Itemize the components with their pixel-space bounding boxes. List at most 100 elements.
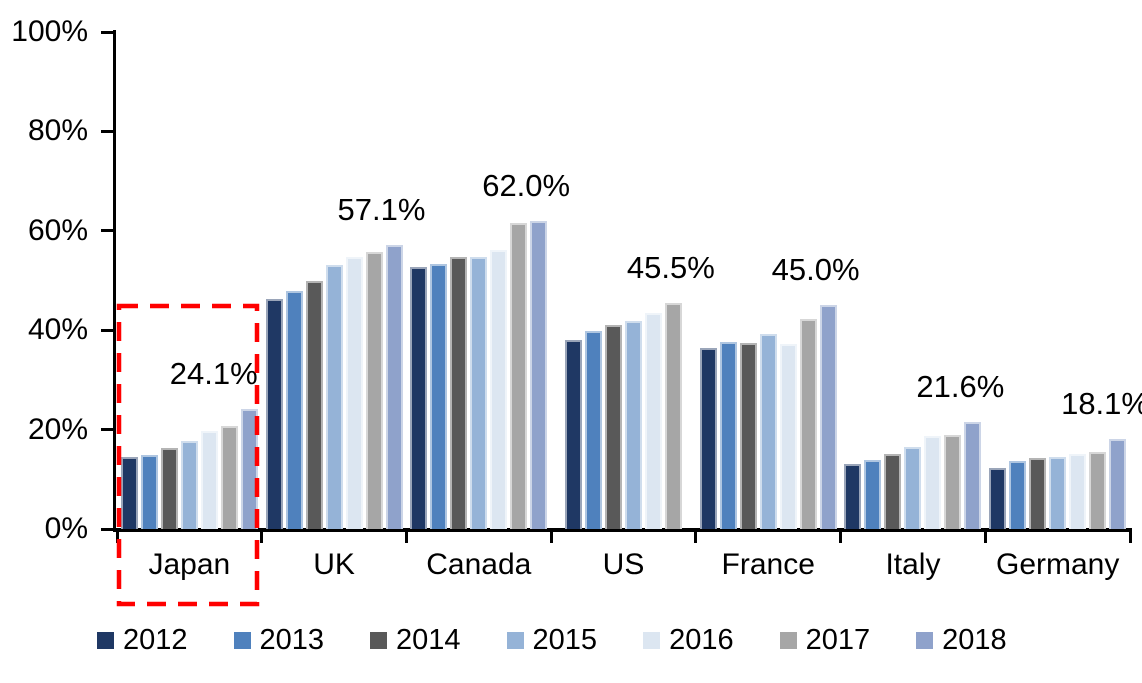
category-group-canada: 62.0% Canada [406,32,570,580]
bar-uk-2017 [365,251,383,529]
bar-france-2013 [719,342,737,529]
bar-us-2012 [565,339,583,529]
legend-item-2014: 2014 [370,626,461,655]
y-tick-label: 40% [27,313,88,347]
bar-italy-2016 [924,436,942,529]
bar-italy-2015 [904,446,922,529]
x-axis-label-france: France [721,548,815,581]
y-tick-label: 60% [27,213,88,247]
bar-japan-2013 [140,455,158,529]
legend-swatch-2015 [506,632,524,649]
legend-label-2017: 2017 [805,624,871,656]
y-tick [101,328,115,332]
x-tick [115,530,119,543]
x-tick [549,530,553,543]
bar-uk-2014 [305,281,323,529]
y-tick-label: 20% [27,412,88,446]
x-axis-line [113,528,1132,532]
category-group-france: 45.0% France [696,32,860,580]
bar-uk-2018 [385,245,403,529]
bar-canada-2012 [410,266,428,529]
bar-canada-2015 [470,257,488,529]
legend-label-2012: 2012 [123,624,188,656]
legend-swatch-2013 [233,632,251,649]
bar-italy-2014 [884,454,902,529]
bar-japan-2017 [220,425,238,529]
bar-germany-2015 [1049,457,1067,529]
legend-label-2014: 2014 [396,624,461,656]
x-tick [983,530,987,543]
y-tick-label: 100% [11,15,88,48]
legend-item-2012: 2012 [97,626,188,655]
bar-france-2015 [759,333,777,529]
bar-groups: 24.1% Japan 57.1% UK 62.0% Canada 45.5% US 45.0%… [117,32,1142,580]
bar-canada-2017 [510,222,528,529]
bar-france-2017 [799,319,817,529]
bar-germany-2013 [1009,460,1027,529]
y-tick-label: 0% [44,512,88,545]
data-label-canada: 62.0% [482,167,571,203]
y-tick [101,229,115,233]
bar-uk-2012 [265,298,283,529]
y-axis-line [113,30,116,532]
bar-italy-2017 [944,435,962,529]
bar-canada-2018 [530,220,548,529]
bar-italy-2013 [864,459,882,529]
x-axis-label-us: US [602,548,645,581]
bar-france-2012 [699,348,717,529]
legend-swatch-2018 [916,632,934,649]
bar-japan-2014 [160,448,178,529]
bar-germany-2018 [1109,439,1127,529]
legend-swatch-2017 [779,632,797,649]
x-axis-label-japan: Japan [148,548,231,581]
bar-uk-2015 [325,264,343,529]
x-axis-label-canada: Canada [426,548,532,581]
category-group-japan: 24.1% Japan [117,32,262,580]
bar-germany-2016 [1069,454,1087,529]
category-group-germany: 18.1% Germany [985,32,1142,580]
bar-us-2015 [625,320,643,529]
bar-uk-2013 [285,291,303,529]
legend-swatch-2014 [370,632,388,649]
legend-swatch-2012 [97,632,114,649]
bar-japan-2012 [120,456,138,529]
data-label-uk: 57.1% [337,192,426,228]
bar-us-2013 [585,330,603,529]
legend-item-2013: 2013 [233,624,325,656]
bar-germany-2012 [989,467,1007,529]
data-label-france: 45.0% [771,252,860,288]
legend-swatch-2016 [643,632,661,649]
bar-france-2016 [779,343,797,529]
bar-japan-2018 [240,409,258,529]
legend-item-2015: 2015 [506,626,597,655]
bar-us-2016 [645,312,663,529]
x-tick [1128,530,1132,543]
data-label-japan: 24.1% [169,356,258,392]
x-tick [404,530,408,543]
bar-canada-2014 [450,256,468,529]
x-tick [694,530,698,543]
y-tick-label: 80% [27,114,88,148]
category-group-italy: 21.6% Italy [841,32,1004,580]
bar-uk-2016 [345,256,363,529]
legend-item-2017: 2017 [779,624,871,656]
bar-france-2018 [819,305,837,529]
legend-label-2013: 2013 [259,624,325,656]
bar-us-2017 [665,302,683,529]
data-label-germany: 18.1% [1061,386,1142,421]
x-tick [839,530,843,543]
category-group-uk: 57.1% UK [262,32,425,580]
legend-item-2016: 2016 [643,626,734,655]
y-tick [101,428,115,432]
data-label-us: 45.5% [626,249,715,285]
x-axis-label-uk: UK [313,548,355,581]
x-axis-label-italy: Italy [885,548,941,581]
bar-canada-2013 [430,264,448,529]
y-tick [101,527,115,531]
legend-item-2018: 2018 [916,626,1007,655]
x-tick [260,530,264,543]
bar-us-2014 [605,325,623,529]
bar-italy-2018 [964,421,982,529]
legend-label-2016: 2016 [669,624,734,656]
